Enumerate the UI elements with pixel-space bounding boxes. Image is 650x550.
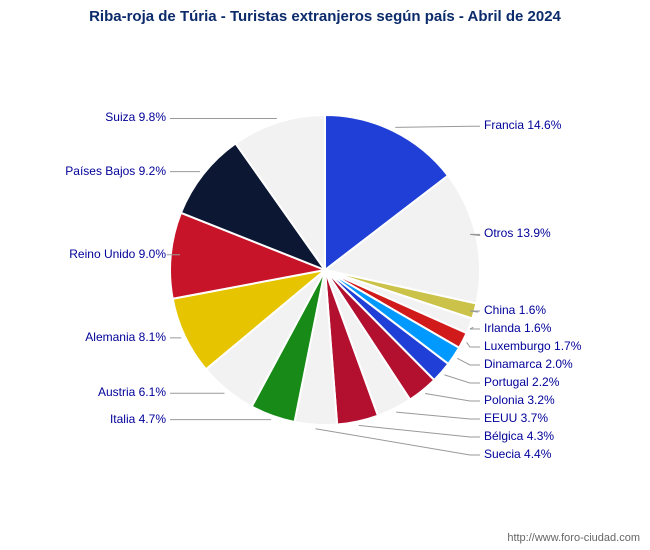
leader-line xyxy=(470,327,480,329)
pie-label-portugal: Portugal 2.2% xyxy=(484,375,559,389)
leader-line xyxy=(316,429,480,455)
leader-line xyxy=(445,375,480,383)
leader-line xyxy=(395,126,480,127)
pie-label-polonia: Polonia 3.2% xyxy=(484,393,555,407)
leader-line xyxy=(359,425,480,437)
leader-line xyxy=(457,358,480,365)
pie-label-luxemburgo: Luxemburgo 1.7% xyxy=(484,339,581,353)
pie-label-reino-unido: Reino Unido 9.0% xyxy=(69,247,166,261)
pie-label-irlanda: Irlanda 1.6% xyxy=(484,321,551,335)
pie-label-italia: Italia 4.7% xyxy=(110,412,166,426)
pie-label-suiza: Suiza 9.8% xyxy=(105,110,166,124)
pie-label-eeuu: EEUU 3.7% xyxy=(484,411,548,425)
pie-label-bélgica: Bélgica 4.3% xyxy=(484,429,554,443)
pie-label-francia: Francia 14.6% xyxy=(484,118,561,132)
footer-source: http://www.foro-ciudad.com xyxy=(507,532,640,544)
pie-chart-container: Francia 14.6% Otros 13.9% China 1.6% Irland… xyxy=(0,25,650,505)
leader-line xyxy=(467,342,480,347)
pie-label-otros: Otros 13.9% xyxy=(484,226,551,240)
pie-label-china: China 1.6% xyxy=(484,303,546,317)
pie-label-suecia: Suecia 4.4% xyxy=(484,447,551,461)
leader-line xyxy=(396,412,480,419)
page-title: Riba-roja de Túria - Turistas extranjero… xyxy=(0,0,650,25)
pie-label-austria: Austria 6.1% xyxy=(98,385,166,399)
pie-label-países-bajos: Países Bajos 9.2% xyxy=(65,164,166,178)
pie-label-alemania: Alemania 8.1% xyxy=(85,330,166,344)
leader-line xyxy=(425,394,480,401)
pie-label-dinamarca: Dinamarca 2.0% xyxy=(484,357,573,371)
